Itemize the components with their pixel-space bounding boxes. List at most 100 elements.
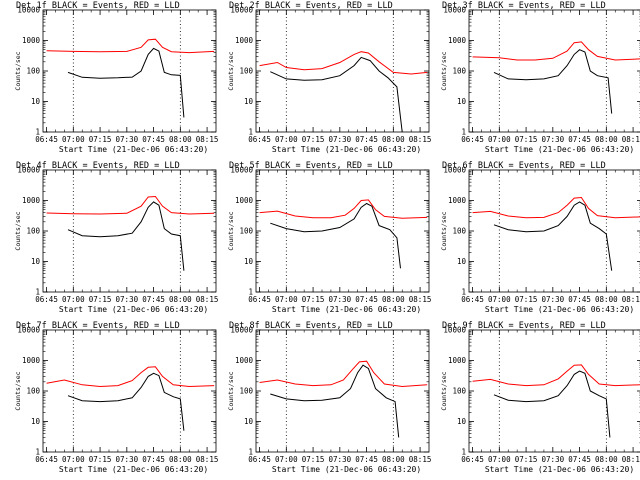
plot-frame xyxy=(468,169,640,293)
y-tick-label: 1000 xyxy=(22,36,41,45)
y-tick-label: 100 xyxy=(26,67,40,76)
lld-series-line xyxy=(46,195,215,215)
y-tick-label: 1000 xyxy=(448,36,467,45)
y-axis-label: Counts/sec xyxy=(14,211,22,250)
y-tick-label: 1000 xyxy=(235,356,254,365)
detector-panel: Det 9f BLACK = Events, RED = LLD 1 10 100 10… xyxy=(440,321,640,474)
detector-panel: Det 6f BLACK = Events, RED = LLD 1 10 100 10… xyxy=(440,161,640,314)
lld-series-line xyxy=(46,366,215,388)
y-tick-label: 10000 xyxy=(230,166,253,175)
y-tick-label: 10 xyxy=(457,257,467,266)
y-tick-label: 10 xyxy=(244,257,254,266)
x-tick-label: 07:15 xyxy=(302,455,325,464)
y-tick-label: 100 xyxy=(26,387,40,396)
events-series-line xyxy=(493,201,613,271)
x-tick-label: 08:00 xyxy=(595,135,618,144)
plot-frame xyxy=(255,329,430,453)
detector-panel: Det 7f BLACK = Events, RED = LLD 1 10 100 10… xyxy=(14,321,218,474)
y-tick-label: 1 xyxy=(248,448,253,457)
x-tick-label: 08:15 xyxy=(196,295,219,304)
x-tick-label: 07:15 xyxy=(89,295,112,304)
x-tick-label: 06:45 xyxy=(35,135,58,144)
lld-series-line xyxy=(472,364,640,387)
events-series-line xyxy=(493,49,613,114)
x-tick-label: 07:15 xyxy=(515,135,538,144)
x-tick-label: 08:00 xyxy=(382,295,405,304)
x-tick-label: 07:45 xyxy=(142,135,165,144)
y-tick-label: 1000 xyxy=(448,356,467,365)
panel-title: Det 4f BLACK = Events, RED = LLD xyxy=(16,161,180,171)
x-tick-label: 08:15 xyxy=(622,455,640,464)
plot-frame xyxy=(255,169,430,293)
y-tick-label: 100 xyxy=(452,227,466,236)
y-tick-label: 1000 xyxy=(448,196,467,205)
panel-title: Det 5f BLACK = Events, RED = LLD xyxy=(229,161,393,171)
y-tick-label: 1 xyxy=(35,128,40,137)
events-series-line xyxy=(67,47,185,118)
x-tick-label: 07:00 xyxy=(275,455,298,464)
panel-title: Det 1f BLACK = Events, RED = LLD xyxy=(16,1,180,11)
y-tick-label: 10000 xyxy=(443,6,466,15)
detector-panel: Det 1f BLACK = Events, RED = LLD 1 10 100 10… xyxy=(14,1,218,154)
x-tick-label: 07:30 xyxy=(329,455,352,464)
x-tick-label: 08:15 xyxy=(622,295,640,304)
x-axis-label: Start Time (21-Dec-06 06:43:20) xyxy=(59,465,208,474)
y-tick-label: 10 xyxy=(457,97,467,106)
y-tick-label: 10 xyxy=(244,97,254,106)
x-tick-label: 07:30 xyxy=(542,455,565,464)
x-axis-label: Start Time (21-Dec-06 06:43:20) xyxy=(485,305,634,314)
events-series-line xyxy=(493,370,611,438)
x-tick-label: 07:45 xyxy=(568,135,591,144)
x-axis-label: Start Time (21-Dec-06 06:43:20) xyxy=(59,305,208,314)
y-tick-label: 10 xyxy=(244,417,254,426)
detector-panel: Det 2f BLACK = Events, RED = LLD 1 10 100 10… xyxy=(227,1,431,154)
x-tick-label: 07:45 xyxy=(142,455,165,464)
events-series-line xyxy=(270,56,403,133)
x-tick-label: 07:45 xyxy=(142,295,165,304)
x-tick-label: 08:15 xyxy=(196,135,219,144)
x-tick-label: 07:15 xyxy=(302,295,325,304)
panel-title: Det 2f BLACK = Events, RED = LLD xyxy=(229,1,393,11)
x-tick-label: 08:15 xyxy=(409,295,432,304)
y-tick-label: 10 xyxy=(31,97,41,106)
x-axis-label: Start Time (21-Dec-06 06:43:20) xyxy=(485,145,634,154)
x-tick-label: 07:30 xyxy=(542,135,565,144)
x-tick-label: 08:15 xyxy=(409,135,432,144)
x-tick-label: 07:15 xyxy=(89,455,112,464)
x-tick-label: 07:45 xyxy=(355,295,378,304)
y-tick-label: 10000 xyxy=(17,6,40,15)
y-axis-label: Counts/sec xyxy=(14,371,22,410)
x-tick-label: 07:15 xyxy=(302,135,325,144)
y-tick-label: 1 xyxy=(248,288,253,297)
x-tick-label: 06:45 xyxy=(248,295,271,304)
y-tick-label: 10000 xyxy=(230,326,253,335)
x-tick-label: 07:00 xyxy=(488,455,511,464)
panel-title: Det 3f BLACK = Events, RED = LLD xyxy=(442,1,606,11)
events-series-line xyxy=(67,372,185,431)
lld-series-line xyxy=(259,360,428,388)
panel-title: Det 9f BLACK = Events, RED = LLD xyxy=(442,321,606,331)
y-tick-label: 100 xyxy=(239,227,253,236)
x-tick-label: 07:15 xyxy=(89,135,112,144)
lld-series-line xyxy=(259,199,428,219)
x-tick-label: 08:00 xyxy=(169,135,192,144)
x-tick-label: 07:45 xyxy=(355,135,378,144)
x-tick-label: 08:15 xyxy=(622,135,640,144)
x-tick-label: 07:30 xyxy=(329,295,352,304)
y-axis-label: Counts/sec xyxy=(14,51,22,90)
detector-panel: Det 8f BLACK = Events, RED = LLD 1 10 100 10… xyxy=(227,321,431,474)
plot-frame xyxy=(468,329,640,453)
y-tick-label: 100 xyxy=(26,227,40,236)
plot-frame xyxy=(468,9,640,133)
x-tick-label: 07:30 xyxy=(116,295,139,304)
y-tick-label: 10000 xyxy=(17,326,40,335)
x-tick-label: 07:30 xyxy=(116,135,139,144)
lld-series-line xyxy=(472,41,640,61)
y-axis-label: Counts/sec xyxy=(227,371,235,410)
y-tick-label: 1000 xyxy=(235,196,254,205)
x-axis-label: Start Time (21-Dec-06 06:43:20) xyxy=(272,305,421,314)
x-tick-label: 06:45 xyxy=(35,455,58,464)
x-tick-label: 07:15 xyxy=(515,455,538,464)
events-series-line xyxy=(67,201,185,271)
